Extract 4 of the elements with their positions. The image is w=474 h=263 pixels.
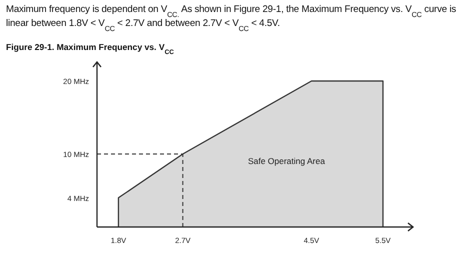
chart-title: Figure 29-1. Maximum Frequency vs. V$_{CC}$	[6, 42, 174, 56]
annotation: Safe Operating Area	[248, 156, 326, 166]
text: linear between 1.8V < V$_{CC}$ < 2.7V and between 2.7V < V$_{CC}$ < 4.5V.	[6, 18, 280, 32]
text: Maximum frequency is dependent on V$_{CC.}$ As shown in Figure 29-1, the Maximum Frequency vs. V$_{CC}$ curve is	[6, 4, 456, 18]
